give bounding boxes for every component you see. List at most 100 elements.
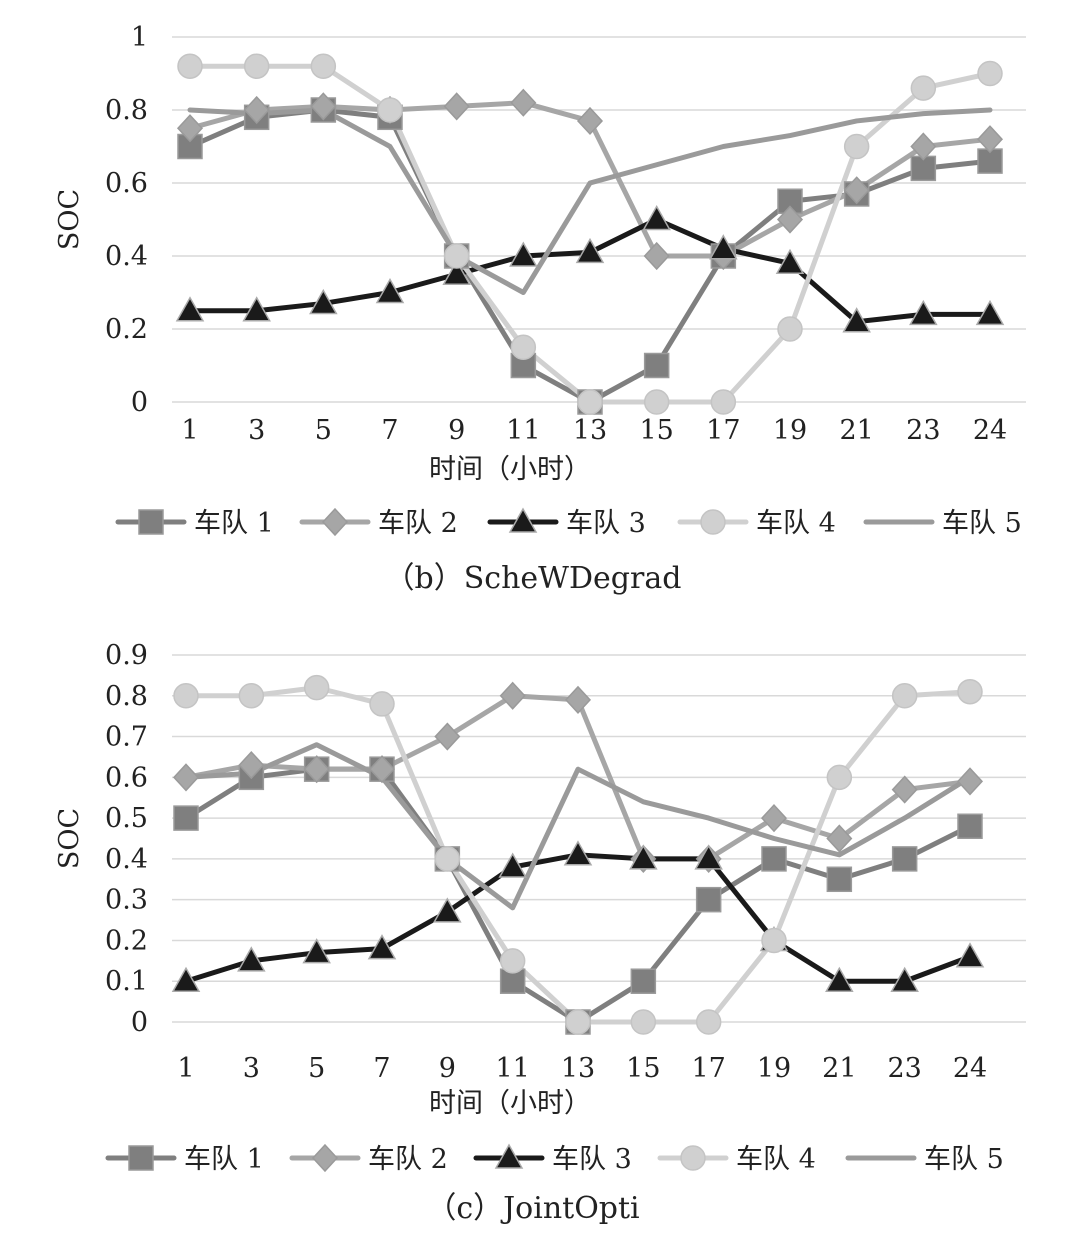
x-tick-label: 13 bbox=[573, 415, 607, 446]
y-axis-title: SOC bbox=[54, 189, 85, 250]
legend-label-2: 车队 2 bbox=[368, 1144, 448, 1175]
chart-caption: （c）JointOpti bbox=[426, 1191, 639, 1226]
data-point-series-2 bbox=[172, 763, 200, 792]
x-tick-label: 5 bbox=[315, 415, 332, 446]
data-point-series-4 bbox=[173, 683, 199, 709]
data-point-series-4 bbox=[443, 243, 470, 269]
x-tick-label: 21 bbox=[839, 415, 873, 446]
data-point-series-1 bbox=[957, 813, 983, 840]
y-tick-label: 0.9 bbox=[105, 640, 148, 671]
x-tick-label: 7 bbox=[381, 415, 398, 446]
data-point-series-4 bbox=[499, 948, 526, 974]
data-point-series-2 bbox=[843, 176, 870, 205]
legend-marker-2 bbox=[321, 507, 349, 537]
y-tick-label: 0.8 bbox=[105, 681, 148, 712]
legend-label-5: 车队 5 bbox=[942, 508, 1022, 539]
data-point-series-3 bbox=[775, 248, 805, 275]
legend-marker-1 bbox=[138, 509, 164, 535]
legend-label-1: 车队 1 bbox=[194, 508, 274, 539]
y-tick-label: 0.6 bbox=[105, 762, 148, 793]
x-tick-label: 11 bbox=[495, 1053, 529, 1084]
chart-panel-c: 0 0.1 0.2 0.3 0.4 0.5 0.6 0.7 0.8 0.9 1 3 5 7 9 11 13 15 1… bbox=[0, 615, 1066, 1243]
data-point-series-4 bbox=[777, 316, 803, 342]
x-tick-label: 24 bbox=[953, 1053, 987, 1084]
data-point-series-4 bbox=[510, 334, 537, 360]
y-tick-label: 0.1 bbox=[105, 966, 148, 997]
data-point-series-2 bbox=[576, 106, 604, 136]
x-tick-label: 3 bbox=[243, 1053, 260, 1084]
data-point-series-2 bbox=[303, 755, 330, 784]
data-point-series-4 bbox=[243, 53, 270, 79]
data-point-series-3 bbox=[242, 296, 271, 322]
data-point-series-2 bbox=[826, 824, 853, 853]
data-point-series-2 bbox=[891, 775, 918, 804]
data-point-series-1 bbox=[630, 968, 657, 994]
data-point-series-1 bbox=[891, 846, 918, 872]
y-tick-label: 1 bbox=[131, 22, 148, 53]
data-point-series-4 bbox=[577, 389, 603, 415]
data-point-series-2 bbox=[976, 125, 1004, 154]
x-tick-label: 15 bbox=[626, 1053, 660, 1084]
data-point-series-2 bbox=[243, 95, 270, 125]
soc-line-chart-b: 00.20.40.60.811 3 5 7 9 11 13 15 17 19 21 23 24时间（小时… bbox=[54, 22, 1026, 596]
x-tick-label: 11 bbox=[506, 415, 540, 446]
data-point-series-2 bbox=[368, 755, 396, 784]
y-tick-label: 0.2 bbox=[105, 314, 148, 345]
data-point-series-3 bbox=[309, 288, 338, 315]
data-point-series-4 bbox=[310, 53, 337, 79]
data-point-series-3 bbox=[175, 296, 205, 322]
chart-caption: （b）ScheWDegrad bbox=[385, 561, 682, 596]
data-point-series-4 bbox=[434, 846, 461, 872]
data-point-series-3 bbox=[955, 942, 985, 968]
data-point-series-2 bbox=[760, 804, 788, 833]
data-point-series-4 bbox=[695, 1009, 722, 1035]
data-point-series-2 bbox=[238, 750, 265, 780]
data-point-series-4 bbox=[377, 97, 403, 123]
data-point-series-4 bbox=[369, 691, 395, 717]
x-tick-label: 3 bbox=[248, 415, 265, 446]
y-tick-label: 0 bbox=[131, 1007, 148, 1038]
chart-panel-b: 0 0.2 0.4 0.6 0.8 1 1 3 5 7 9 11 13 15 17 19 21 23 24 时间（小时… bbox=[0, 0, 1066, 610]
data-point-series-4 bbox=[177, 53, 203, 79]
series-line-3 bbox=[187, 217, 993, 325]
data-point-series-3 bbox=[709, 234, 738, 260]
data-point-series-3 bbox=[909, 299, 938, 326]
data-point-series-1 bbox=[761, 846, 787, 872]
data-point-series-3 bbox=[433, 897, 462, 923]
data-point-series-4 bbox=[303, 674, 330, 701]
data-point-series-4 bbox=[910, 75, 937, 101]
series-line-1 bbox=[183, 766, 973, 1025]
series-line-5 bbox=[183, 742, 973, 911]
data-point-series-3 bbox=[375, 277, 405, 304]
data-point-series-3 bbox=[575, 237, 605, 264]
x-axis-title: 时间（小时） bbox=[429, 454, 591, 485]
x-tick-label: 17 bbox=[706, 415, 740, 446]
legend-marker-1 bbox=[128, 1145, 154, 1171]
data-point-series-2 bbox=[434, 722, 461, 751]
data-point-series-4 bbox=[643, 389, 670, 415]
data-point-series-4 bbox=[710, 389, 737, 415]
data-point-series-3 bbox=[890, 966, 919, 992]
y-tick-label: 0.3 bbox=[105, 885, 148, 916]
y-tick-label: 0.6 bbox=[105, 168, 148, 199]
data-point-series-4 bbox=[891, 683, 918, 709]
legend-label-1: 车队 1 bbox=[184, 1144, 264, 1175]
data-point-series-1 bbox=[643, 352, 670, 379]
data-point-series-3 bbox=[509, 241, 538, 267]
x-tick-label: 7 bbox=[373, 1053, 390, 1084]
y-tick-label: 0.8 bbox=[105, 95, 148, 126]
data-point-series-4 bbox=[238, 683, 265, 709]
y-tick-label: 0.7 bbox=[105, 722, 148, 753]
x-tick-label: 23 bbox=[887, 1053, 921, 1084]
data-point-series-3 bbox=[629, 844, 658, 870]
y-tick-label: 0.2 bbox=[105, 925, 148, 956]
data-point-series-3 bbox=[367, 934, 397, 960]
data-point-series-3 bbox=[442, 259, 471, 285]
x-tick-label: 19 bbox=[773, 415, 807, 446]
y-tick-label: 0.5 bbox=[105, 803, 148, 834]
x-tick-label: 1 bbox=[181, 415, 198, 446]
data-point-series-2 bbox=[564, 685, 592, 714]
legend-marker-3 bbox=[494, 1143, 524, 1169]
y-tick-label: 0.4 bbox=[105, 844, 148, 875]
data-point-series-4 bbox=[826, 764, 853, 791]
